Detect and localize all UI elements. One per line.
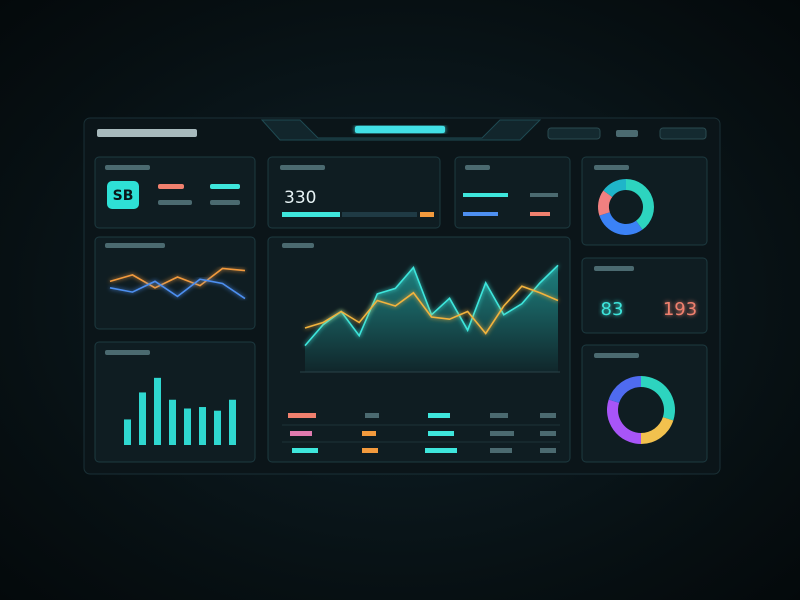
- table: [282, 413, 560, 453]
- donut-segment: [607, 399, 641, 444]
- donut-segment: [599, 212, 643, 236]
- bar: [184, 408, 191, 445]
- progress: [463, 212, 498, 216]
- donut-segment: [603, 179, 626, 198]
- progress: [530, 212, 550, 216]
- kpi-badge: [107, 181, 139, 209]
- donut-segment: [608, 376, 641, 403]
- cell: [428, 431, 454, 436]
- bar: [124, 419, 131, 445]
- bar: [229, 399, 236, 445]
- label: [280, 165, 325, 170]
- label: [210, 200, 240, 205]
- label: [210, 184, 240, 189]
- bar: [214, 410, 221, 445]
- panel: [94, 236, 256, 330]
- panel: [581, 257, 708, 334]
- label: [158, 184, 184, 189]
- cell: [292, 448, 318, 453]
- panel: [454, 156, 571, 229]
- donut-segment: [598, 190, 613, 216]
- progress: [342, 212, 417, 217]
- cell: [540, 431, 556, 436]
- header-control[interactable]: [659, 127, 707, 140]
- line: [304, 264, 559, 347]
- progress: [282, 212, 340, 217]
- label: [158, 200, 192, 205]
- kpi-value: 193: [663, 299, 697, 320]
- cell: [290, 431, 312, 436]
- header-title-placeholder: [355, 126, 445, 133]
- bar: [154, 377, 161, 445]
- cell: [490, 413, 508, 418]
- progress: [530, 193, 558, 197]
- donut-segment: [641, 417, 674, 444]
- kpi-value: 83: [601, 299, 624, 320]
- bar: [139, 392, 146, 445]
- line: [109, 278, 246, 300]
- label: [282, 243, 314, 248]
- cell: [540, 413, 556, 418]
- kpi-status: SB: [113, 188, 134, 204]
- header-label: [616, 130, 638, 137]
- label: [105, 243, 165, 248]
- cell: [540, 448, 556, 453]
- cell: [362, 431, 376, 436]
- cell: [428, 413, 450, 418]
- label: [105, 350, 150, 355]
- label: [594, 353, 639, 358]
- header-control[interactable]: [547, 127, 601, 140]
- label: [594, 266, 634, 271]
- header-tab: [260, 119, 542, 141]
- cell: [425, 448, 457, 453]
- panel: [94, 156, 256, 229]
- label: [594, 165, 629, 170]
- line: [304, 285, 559, 335]
- line: [109, 267, 246, 289]
- cell: [490, 431, 514, 436]
- label: [465, 165, 490, 170]
- panel: [581, 344, 708, 463]
- bar: [169, 399, 176, 445]
- kpi-total: 330: [284, 188, 316, 208]
- bar: [199, 407, 206, 445]
- area: [305, 265, 558, 372]
- progress: [463, 193, 508, 197]
- donut-segment: [641, 376, 676, 421]
- panel: [267, 156, 441, 229]
- cell: [365, 413, 379, 418]
- labels: [105, 165, 639, 358]
- donut-segment: [626, 179, 655, 230]
- label: [105, 165, 150, 170]
- cell: [362, 448, 378, 453]
- progress: [420, 212, 434, 217]
- cell: [490, 448, 512, 453]
- cell: [288, 413, 316, 418]
- title-placeholder: [97, 129, 197, 137]
